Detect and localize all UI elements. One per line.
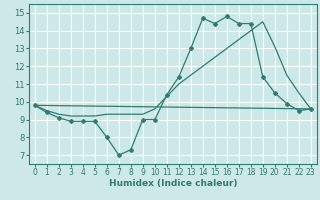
X-axis label: Humidex (Indice chaleur): Humidex (Indice chaleur) [108, 179, 237, 188]
